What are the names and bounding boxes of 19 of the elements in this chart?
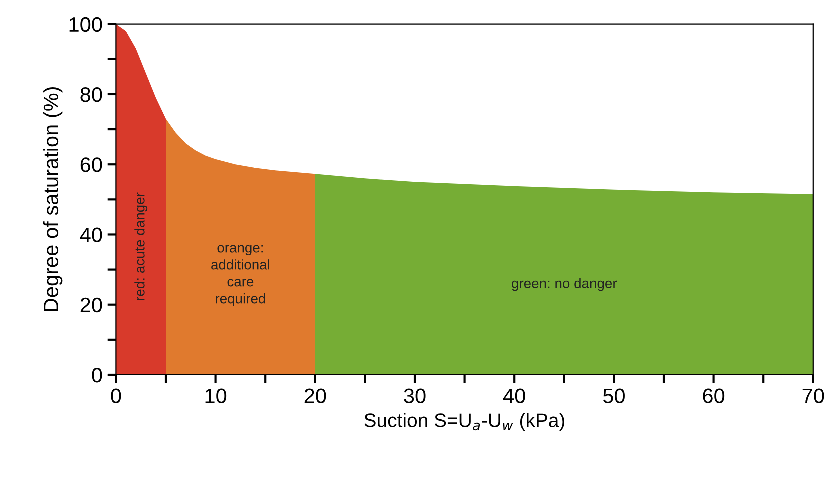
x-tick-label: 10 xyxy=(206,388,227,404)
x-tick-label: 40 xyxy=(503,388,526,404)
series-label: orange: additional care required xyxy=(212,245,270,306)
y-tick-label: 60 xyxy=(80,158,102,172)
y-tick-label: 0 xyxy=(92,368,102,383)
series-label: green: no danger xyxy=(512,278,618,292)
x-tick-label: 50 xyxy=(603,388,625,404)
y-axis-title: Degree of saturation (%) xyxy=(43,87,63,312)
x-tick-label: 30 xyxy=(404,388,426,404)
y-tick-label: 100 xyxy=(70,17,102,32)
y-tick-label: 80 xyxy=(80,87,102,102)
x-tick-label: 0 xyxy=(111,388,122,404)
series-label: red: acute danger xyxy=(134,192,148,301)
y-tick-label: 20 xyxy=(80,298,102,313)
x-tick-label: 60 xyxy=(703,388,725,404)
y-tick-label: 40 xyxy=(80,228,102,242)
x-tick-label: 20 xyxy=(304,388,326,404)
x-axis-title: Suction S=U$_{a}$-U$_{w}$ (kPa) xyxy=(364,413,564,432)
x-tick-label: 70 xyxy=(802,388,824,404)
